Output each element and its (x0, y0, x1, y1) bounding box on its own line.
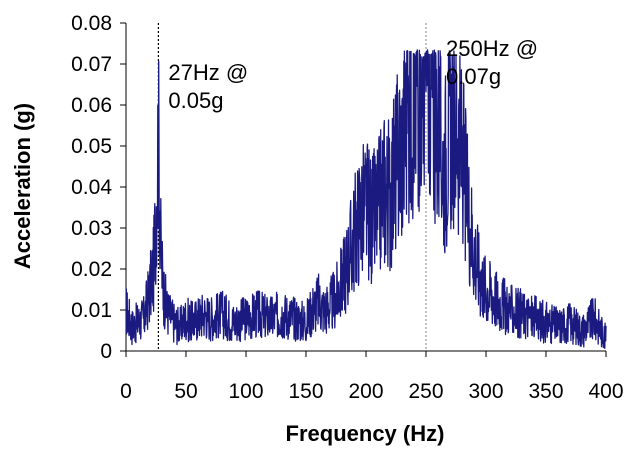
annotation-label: 250Hz @ 0.07g (446, 36, 538, 89)
y-tick-label: 0.03 (71, 217, 112, 240)
y-tick-labels: 0 0.01 0.02 0.03 0.04 0.05 0.06 0.07 0.08 (71, 12, 112, 363)
x-tick-label: 300 (468, 380, 503, 403)
y-tick-label: 0.02 (71, 258, 112, 281)
y-tick-label: 0.01 (71, 299, 112, 322)
series-line (125, 49, 607, 349)
y-axis-title: Acceleration (g) (10, 103, 35, 269)
annotation-text: 0.05g (168, 88, 223, 113)
x-tick-label: 150 (288, 380, 323, 403)
y-tick-label: 0.05 (71, 135, 112, 158)
y-tick-label: 0.06 (71, 94, 112, 117)
x-tick-labels: 0 50 100 150 200 250 300 350 400 (120, 380, 623, 403)
annotation-label: 27Hz @ 0.05g (168, 60, 248, 113)
annotation-text: 27Hz @ (168, 60, 248, 85)
annotation-labels: 27Hz @ 0.05g 250Hz @ 0.07g (168, 36, 538, 113)
y-tick-label: 0.07 (71, 53, 112, 76)
x-tick-label: 250 (408, 380, 443, 403)
x-tick-label: 100 (228, 380, 263, 403)
annotation-text: 0.07g (446, 64, 501, 89)
x-tick-label: 350 (528, 380, 563, 403)
x-tick-label: 200 (348, 380, 383, 403)
y-tick-label: 0.08 (71, 12, 112, 35)
series-layer (125, 49, 607, 349)
x-tick-label: 50 (174, 380, 197, 403)
y-tick-label: 0 (100, 340, 112, 363)
x-tick-label: 400 (588, 380, 623, 403)
y-tick-label: 0.04 (71, 176, 112, 199)
annotation-text: 250Hz @ (446, 36, 538, 61)
x-axis-title: Frequency (Hz) (286, 421, 445, 446)
x-tick-label: 0 (120, 380, 132, 403)
